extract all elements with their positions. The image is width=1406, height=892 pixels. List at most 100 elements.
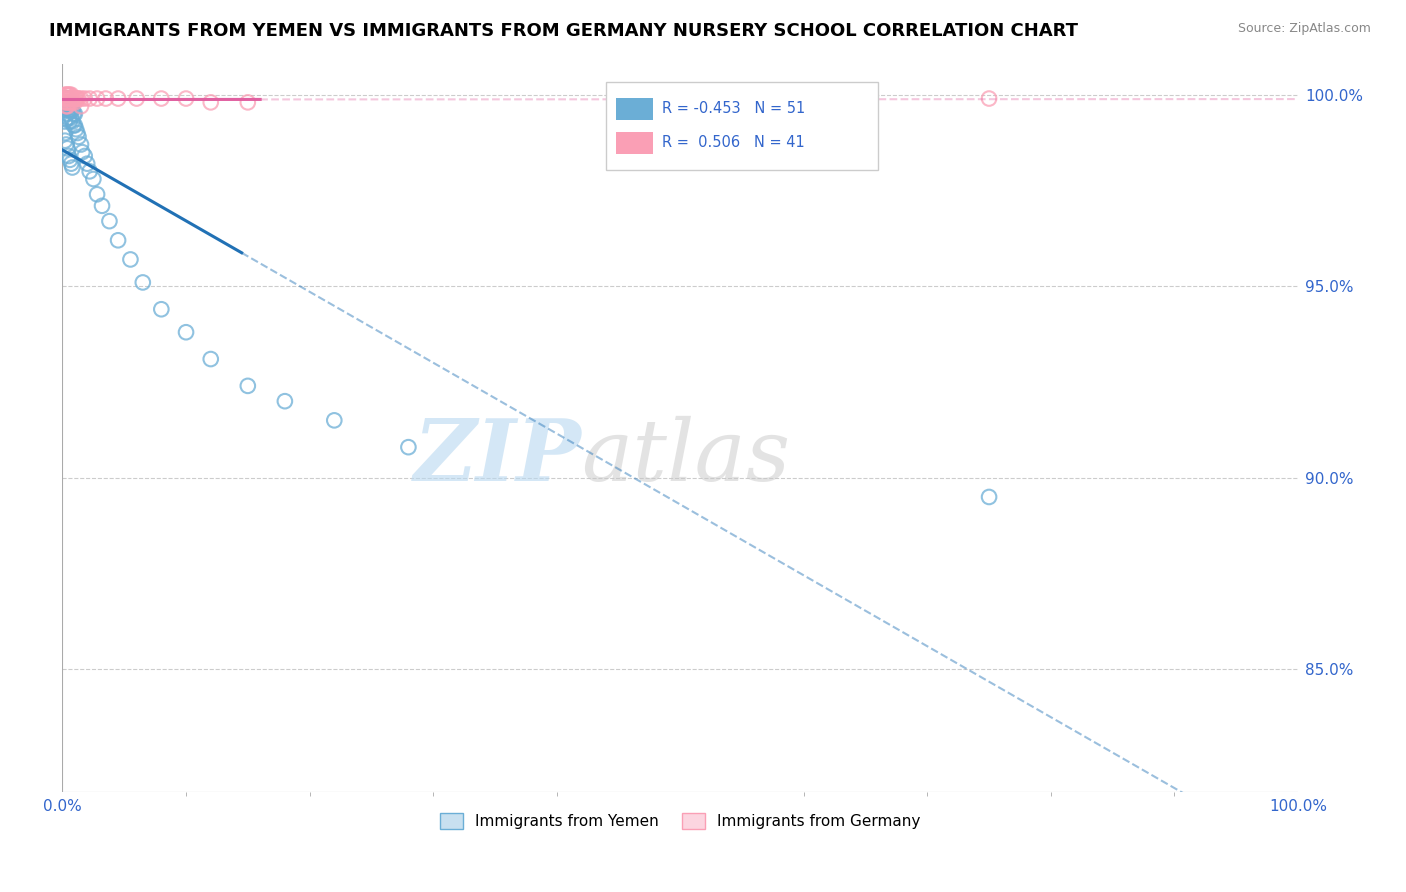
Point (67, 91, 90, 105)
Point (60, 103, 83, 117)
Point (274, 394, 297, 409)
FancyBboxPatch shape (616, 98, 652, 120)
Point (55, 87, 77, 102)
Point (200, 95, 222, 110)
Point (86, 91, 108, 105)
Point (62, 91, 84, 105)
Point (396, 440, 419, 454)
Point (65, 91, 87, 105)
Text: R =  0.506   N = 41: R = 0.506 N = 41 (662, 136, 804, 150)
Point (58, 111, 80, 125)
Point (58, 95, 80, 110)
Point (63, 119, 86, 133)
Point (59, 87, 82, 102)
Point (56, 87, 79, 102)
Point (59, 103, 82, 117)
Point (94, 91, 117, 105)
Point (53, 126, 76, 140)
Point (60, 156, 83, 170)
Point (107, 91, 129, 105)
Point (53, 87, 76, 102)
Point (323, 413, 346, 427)
Point (125, 91, 148, 105)
Point (60, 95, 83, 110)
Point (58, 87, 80, 102)
Point (132, 276, 155, 290)
Point (150, 302, 173, 317)
Point (59, 153, 82, 167)
Point (73, 149, 96, 163)
Point (53, 91, 76, 105)
Point (236, 379, 259, 393)
Point (70, 99, 93, 113)
Point (56, 99, 79, 113)
Point (79, 91, 101, 105)
Point (55, 95, 77, 110)
Point (200, 352, 222, 367)
FancyBboxPatch shape (606, 82, 877, 169)
Point (55, 137, 77, 152)
Point (53, 134, 76, 148)
Text: R = -0.453   N = 51: R = -0.453 N = 51 (662, 101, 804, 116)
Point (82, 172, 104, 186)
Point (58, 95, 80, 110)
Point (60, 114, 83, 128)
Point (55, 95, 77, 110)
Point (58, 103, 80, 117)
Point (55, 91, 77, 105)
Point (66, 126, 89, 140)
Point (120, 252, 142, 267)
Point (67, 129, 90, 144)
Point (63, 95, 86, 110)
Point (62, 119, 84, 133)
Text: IMMIGRANTS FROM YEMEN VS IMMIGRANTS FROM GERMANY NURSERY SCHOOL CORRELATION CHAR: IMMIGRANTS FROM YEMEN VS IMMIGRANTS FROM… (49, 22, 1078, 40)
Point (107, 233, 129, 247)
Point (66, 91, 89, 105)
Point (86, 187, 108, 202)
Point (55, 91, 77, 105)
Point (56, 91, 79, 105)
Point (150, 91, 173, 105)
Point (60, 103, 83, 117)
Point (56, 107, 79, 121)
Point (73, 91, 96, 105)
Point (70, 91, 93, 105)
Point (63, 107, 86, 121)
Point (60, 91, 83, 105)
Point (55, 103, 77, 117)
Point (98, 214, 121, 228)
Point (60, 91, 83, 105)
Point (55, 99, 77, 113)
Point (70, 137, 93, 152)
Text: ZIP: ZIP (413, 416, 581, 499)
Point (59, 95, 82, 110)
Point (63, 91, 86, 105)
Point (56, 141, 79, 155)
Point (977, 490, 1000, 504)
Point (58, 91, 80, 105)
Text: atlas: atlas (581, 416, 790, 499)
Point (174, 91, 197, 105)
Point (65, 122, 87, 136)
Point (56, 99, 79, 113)
Point (79, 164, 101, 178)
Point (53, 95, 76, 110)
Point (174, 325, 197, 339)
Point (56, 95, 79, 110)
Point (59, 114, 82, 128)
Point (60, 87, 83, 102)
Point (91, 199, 114, 213)
Point (72, 145, 94, 160)
Point (58, 149, 80, 163)
FancyBboxPatch shape (616, 132, 652, 153)
Point (76, 156, 98, 170)
Point (53, 114, 76, 128)
Point (236, 95, 259, 110)
Point (56, 91, 79, 105)
Point (60, 161, 83, 175)
Point (977, 91, 1000, 105)
Legend: Immigrants from Yemen, Immigrants from Germany: Immigrants from Yemen, Immigrants from G… (434, 807, 927, 835)
Point (59, 91, 82, 105)
Point (60, 111, 83, 125)
Text: Source: ZipAtlas.com: Source: ZipAtlas.com (1237, 22, 1371, 36)
